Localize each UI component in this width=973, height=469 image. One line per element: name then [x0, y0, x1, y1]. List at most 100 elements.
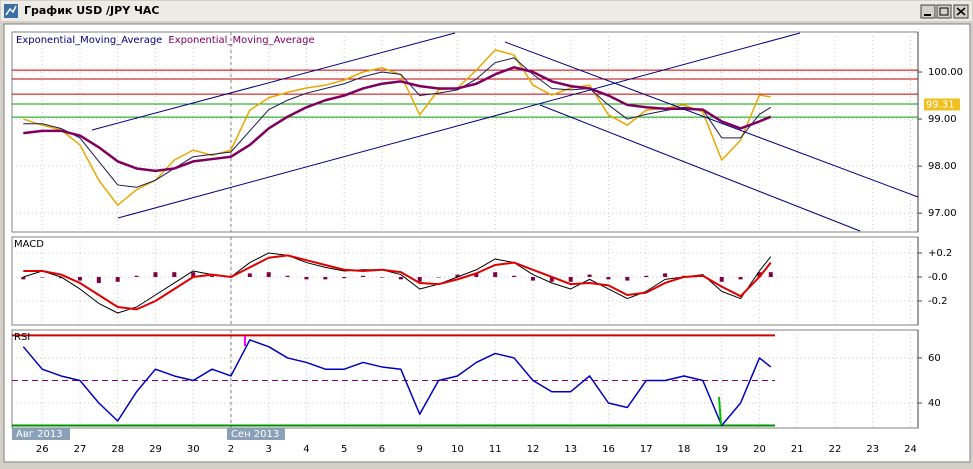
panel	[11, 31, 919, 233]
indicator-line	[23, 254, 772, 311]
histogram-bar	[474, 273, 479, 277]
y-tick-label: -0.0	[928, 272, 948, 283]
x-tick-label: 6	[379, 444, 385, 455]
histogram-bar	[436, 276, 441, 278]
histogram-bar	[21, 276, 26, 280]
ema-line	[23, 66, 772, 173]
histogram-bar	[768, 272, 773, 277]
panel-title: RSI	[14, 332, 30, 343]
histogram-bar	[417, 276, 422, 282]
x-tick-label: 28	[111, 444, 124, 455]
x-tick-label: 5	[341, 444, 347, 455]
histogram-bar	[361, 275, 366, 277]
x-tick-label: 9	[417, 444, 423, 455]
histogram-bar	[379, 276, 384, 278]
window-icon-glyph	[5, 5, 17, 16]
x-tick-label: 4	[303, 444, 309, 455]
y-tick-label: -0.2	[928, 296, 948, 307]
histogram-bar	[285, 275, 290, 277]
histogram-bar	[663, 273, 668, 277]
maximize-glyph	[939, 7, 949, 16]
histogram-bar	[342, 276, 347, 279]
channel-line	[117, 32, 801, 219]
minimize-button[interactable]	[920, 4, 936, 19]
x-tick-label: 11	[489, 444, 502, 455]
x-tick-label: 12	[527, 444, 540, 455]
window-buttons[interactable]	[920, 4, 969, 19]
histogram-bar	[455, 274, 460, 277]
y-tick-label: 97.00	[928, 208, 957, 219]
y-tick-label: 60	[928, 353, 941, 364]
indicator-line	[22, 339, 772, 427]
histogram-bar	[266, 272, 271, 277]
channel-line	[539, 104, 861, 232]
price-tag: 99.31	[926, 99, 955, 110]
x-tick-label: 2	[228, 444, 234, 455]
channel-line	[91, 32, 456, 131]
y-tick-label: 98.00	[928, 161, 957, 172]
histogram-bar	[530, 276, 535, 281]
histogram-bar	[172, 272, 177, 277]
histogram-bar	[191, 272, 196, 277]
y-tick-label: 99.00	[928, 114, 957, 125]
trend-channels	[91, 32, 919, 232]
y-tick-label: 100.00	[928, 67, 963, 78]
panel	[11, 236, 919, 326]
period-label: Авг 2013	[16, 429, 63, 440]
x-tick-label: 18	[678, 444, 691, 455]
histogram-bar	[115, 276, 120, 282]
histogram-bar	[77, 276, 82, 281]
legend-entry: Exponential_Moving_Average	[168, 35, 314, 46]
x-tick-label: 3	[266, 444, 272, 455]
x-tick-label: 16	[602, 444, 615, 455]
x-tick-label: 21	[791, 444, 804, 455]
histogram-bar	[40, 276, 45, 278]
histogram-bar	[247, 273, 252, 277]
oversold-marker	[718, 396, 722, 426]
x-tick-label: 26	[36, 444, 49, 455]
x-tick-label: 29	[149, 444, 162, 455]
y-tick-label: +0.2	[928, 248, 952, 259]
ema-line	[23, 57, 772, 188]
histogram-bar	[323, 276, 328, 280]
legend-entry: Exponential_Moving_Average	[16, 35, 162, 46]
x-tick-label: 19	[715, 444, 728, 455]
histogram-bar	[738, 276, 743, 280]
panel	[11, 329, 919, 429]
histogram-bar	[625, 276, 630, 281]
x-tick-label: 23	[866, 444, 879, 455]
histogram-bar	[549, 276, 554, 282]
y-tick-label: 40	[928, 398, 941, 409]
histogram-bar	[587, 274, 592, 277]
histogram-bar	[757, 272, 762, 277]
x-tick-label: 20	[753, 444, 766, 455]
histogram-bar	[59, 276, 64, 279]
x-tick-label: 10	[451, 444, 464, 455]
price-tag-bg	[924, 98, 960, 111]
indicator-line	[23, 252, 772, 314]
period-label: Сен 2013	[231, 429, 279, 440]
histogram-bar	[96, 276, 101, 283]
histogram-bar	[644, 275, 649, 277]
panel-title: MACD	[14, 239, 44, 250]
histogram-bar	[719, 276, 724, 282]
title-bar	[1, 1, 972, 21]
histogram-bar	[398, 276, 403, 280]
plots: 97.00 98.00 99.00 100.00 99.31 Exponential_Mo…	[11, 31, 963, 455]
histogram-bar	[606, 276, 611, 280]
x-tick-label: 17	[640, 444, 653, 455]
histogram-bar	[210, 275, 215, 277]
period-label-bg	[12, 428, 70, 440]
x-tick-label: 13	[564, 444, 577, 455]
histogram-bar	[304, 276, 309, 280]
histogram-bar	[512, 275, 517, 277]
maximize-button[interactable]	[936, 4, 952, 19]
x-tick-label: 30	[187, 444, 200, 455]
histogram-bar	[153, 272, 158, 277]
histogram-bar	[568, 276, 573, 282]
window-title: График USD /JPY ЧАС	[24, 4, 159, 17]
histogram-bar	[493, 272, 498, 277]
x-tick-label: 22	[829, 444, 842, 455]
